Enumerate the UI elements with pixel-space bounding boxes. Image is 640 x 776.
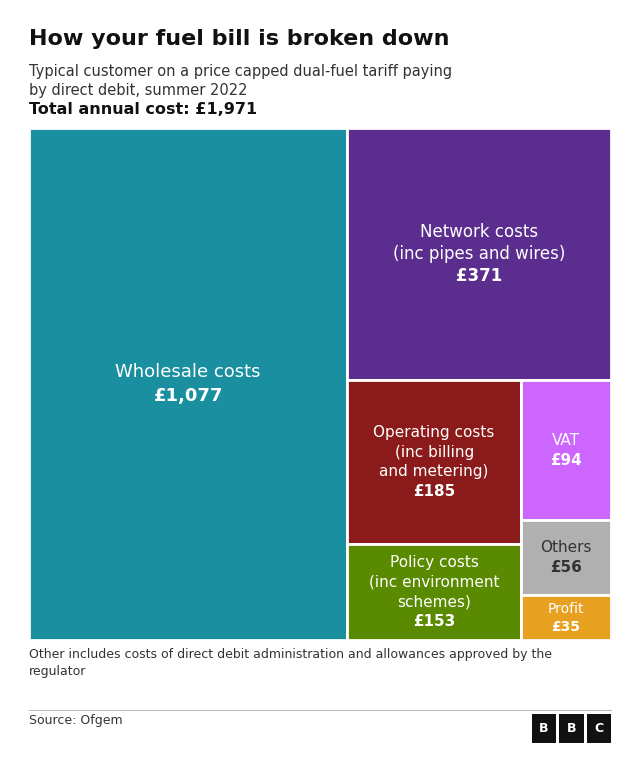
Text: B: B [567, 722, 576, 735]
Text: Operating costs: Operating costs [374, 424, 495, 440]
Text: schemes): schemes) [397, 594, 471, 609]
Text: (inc environment: (inc environment [369, 574, 499, 590]
Bar [521, 521, 611, 595]
Text: Others: Others [540, 540, 592, 556]
Text: Wholesale costs: Wholesale costs [115, 363, 261, 381]
Text: £153: £153 [413, 615, 455, 629]
Bar [348, 544, 521, 640]
Bar [29, 128, 348, 640]
Text: Total annual cost: £1,971: Total annual cost: £1,971 [29, 102, 257, 117]
Text: Source: Ofgem: Source: Ofgem [29, 714, 122, 727]
Text: B: B [540, 722, 548, 735]
Text: £185: £185 [413, 484, 455, 499]
Text: Typical customer on a price capped dual-fuel tariff paying
by direct debit, summ: Typical customer on a price capped dual-… [29, 64, 452, 99]
Text: Other includes costs of direct debit administration and allowances approved by t: Other includes costs of direct debit adm… [29, 648, 552, 678]
Text: £1,077: £1,077 [154, 387, 223, 405]
Text: (inc pipes and wires): (inc pipes and wires) [393, 245, 566, 263]
Text: Profit: Profit [548, 601, 584, 615]
Text: £56: £56 [550, 560, 582, 575]
Text: £35: £35 [552, 620, 580, 634]
Bar [348, 380, 521, 544]
Text: Network costs: Network costs [420, 223, 538, 241]
Text: Policy costs: Policy costs [390, 555, 479, 570]
Text: and metering): and metering) [380, 464, 489, 480]
Bar [521, 595, 611, 640]
Text: £94: £94 [550, 452, 582, 468]
Text: VAT: VAT [552, 433, 580, 448]
Bar [521, 380, 611, 521]
Text: (inc billing: (inc billing [394, 445, 474, 459]
Bar [348, 128, 611, 380]
Text: £371: £371 [456, 267, 502, 285]
Text: How your fuel bill is broken down: How your fuel bill is broken down [29, 29, 449, 50]
Text: C: C [595, 722, 604, 735]
